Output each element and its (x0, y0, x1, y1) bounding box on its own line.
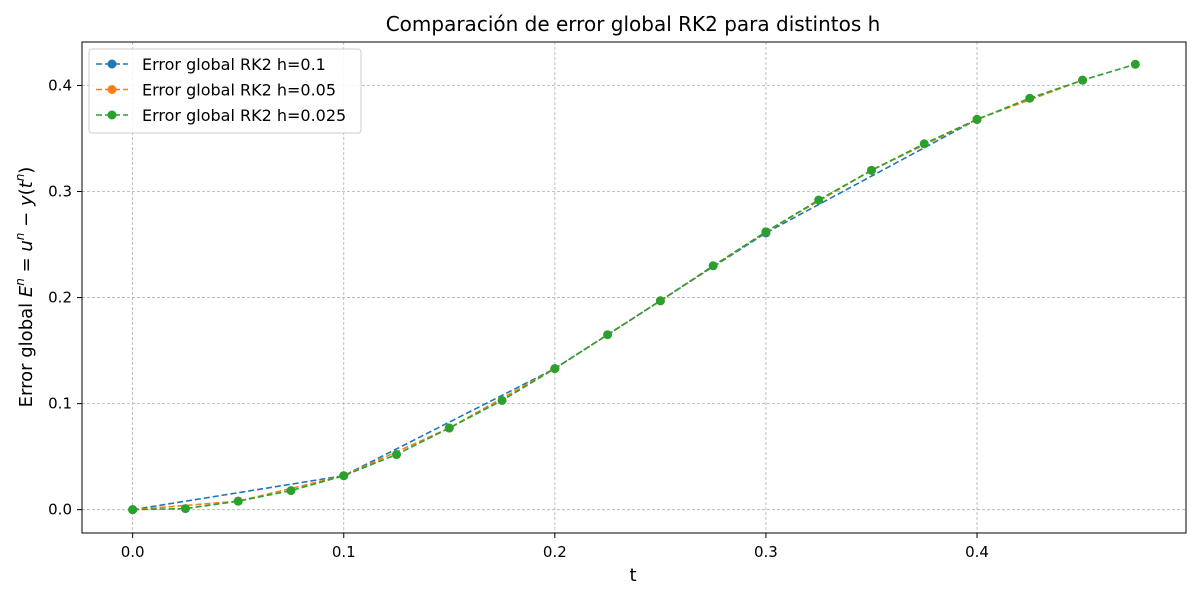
data-point (550, 364, 560, 374)
data-point (392, 450, 402, 460)
data-point (814, 195, 824, 205)
x-tick-label: 0.1 (332, 543, 356, 561)
y-axis: 0.0 0.1 0.2 0.3 0.4 (48, 76, 82, 519)
data-point (761, 227, 771, 237)
y-axis-label: Error global En = un − y(tn) (13, 167, 37, 408)
legend-item: Error global RK2 h=0.025 (96, 106, 346, 125)
data-point (180, 504, 190, 514)
legend-marker (107, 110, 117, 120)
legend-label: Error global RK2 h=0.025 (142, 106, 346, 125)
y-tick-label: 0.2 (48, 289, 72, 307)
x-tick-label: 0.3 (754, 543, 778, 561)
legend-marker (107, 59, 117, 69)
y-tick-label: 0.0 (48, 501, 72, 519)
data-point (972, 114, 982, 124)
data-point (919, 139, 929, 149)
series-line (132, 63, 1136, 511)
series-3 (128, 59, 1140, 515)
legend: Error global RK2 h=0.1 Error global RK2 h… (88, 48, 362, 134)
data-point (339, 471, 349, 481)
legend-item: Error global RK2 h=0.05 (96, 81, 336, 100)
data-point (1130, 59, 1140, 69)
data-point (233, 496, 243, 506)
legend-marker (107, 85, 117, 94)
chart-title: Comparación de error global RK2 para dis… (386, 12, 881, 36)
series-group (128, 59, 1140, 515)
plot-area-frame (81, 41, 1187, 534)
x-axis-label: t (629, 565, 636, 586)
legend-box (88, 48, 362, 134)
data-point (286, 486, 296, 496)
data-point (603, 330, 613, 340)
y-tick-label: 0.4 (48, 76, 72, 94)
y-tick-label: 0.1 (48, 395, 72, 413)
data-point (708, 261, 718, 271)
y-tick-label: 0.3 (48, 183, 72, 201)
x-tick-label: 0.4 (965, 543, 989, 561)
x-tick-label: 0.2 (543, 543, 567, 561)
data-point (444, 423, 454, 433)
x-axis: 0.0 0.1 0.2 0.3 0.4 (121, 533, 989, 561)
legend-label: Error global RK2 h=0.1 (142, 55, 326, 74)
x-tick-label: 0.0 (121, 543, 145, 561)
legend-item: Error global RK2 h=0.1 (96, 55, 326, 74)
legend-label: Error global RK2 h=0.05 (142, 81, 336, 100)
data-point (866, 165, 876, 175)
data-point (128, 505, 138, 515)
data-point (497, 395, 507, 405)
data-point (655, 296, 665, 306)
data-point (1078, 75, 1088, 85)
data-point (1025, 93, 1035, 103)
